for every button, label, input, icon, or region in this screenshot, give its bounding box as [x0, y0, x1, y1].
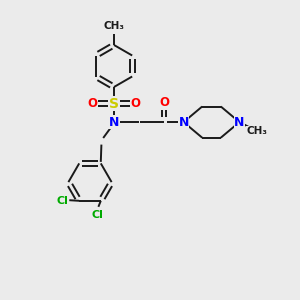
- Text: O: O: [130, 97, 141, 110]
- Text: S: S: [109, 97, 119, 110]
- Text: O: O: [159, 96, 169, 109]
- Text: CH₃: CH₃: [246, 126, 267, 136]
- Text: N: N: [178, 116, 189, 129]
- Text: N: N: [234, 116, 244, 129]
- Text: Cl: Cl: [57, 196, 69, 206]
- Text: CH₃: CH₃: [103, 21, 124, 32]
- Text: N: N: [109, 116, 119, 129]
- Text: Cl: Cl: [91, 210, 103, 220]
- Text: O: O: [87, 97, 98, 110]
